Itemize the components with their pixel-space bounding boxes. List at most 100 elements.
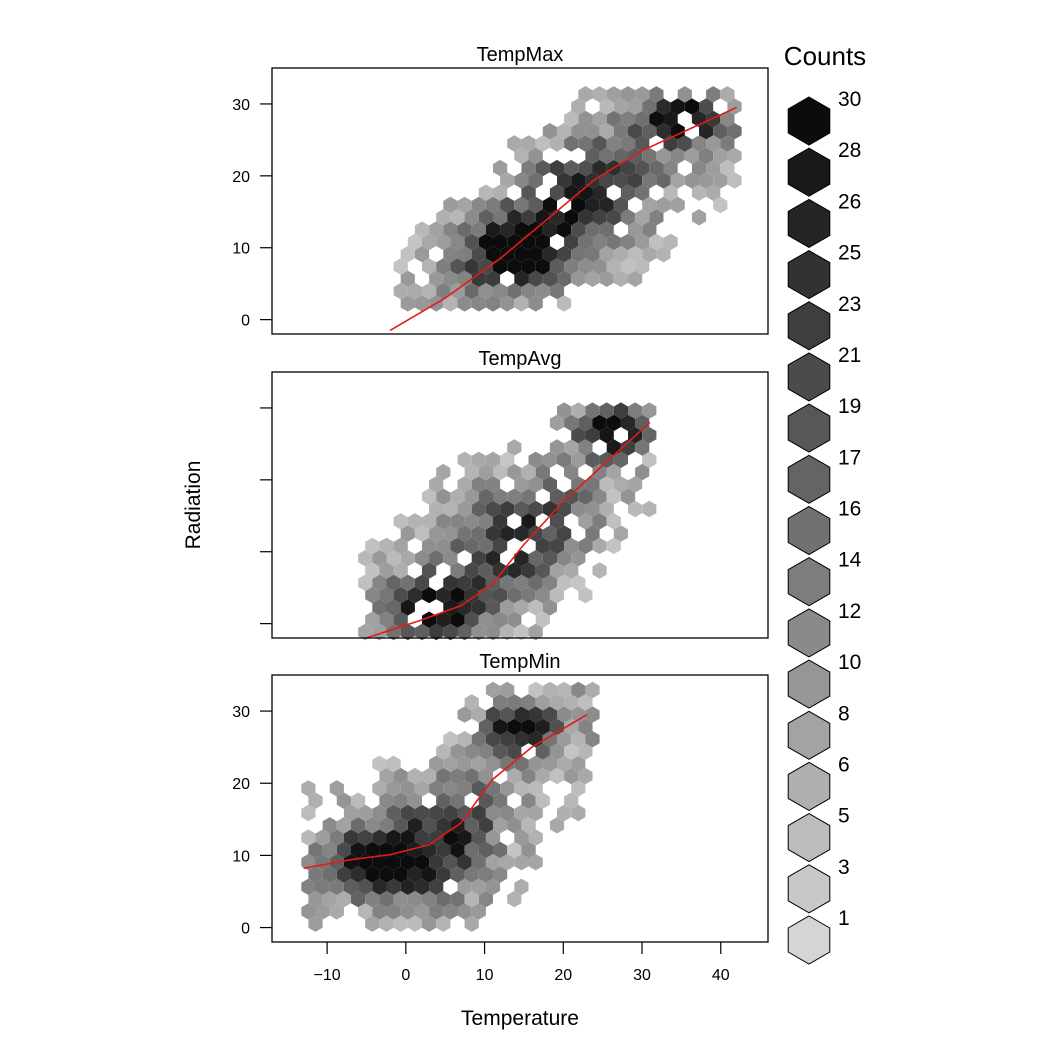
hexbin-cell	[450, 767, 465, 785]
hexbin-cell	[308, 866, 323, 883]
hexbin-cell	[585, 246, 600, 263]
hexbin-cell	[407, 792, 422, 809]
hexbin-cell	[471, 500, 486, 518]
hexbin-cell	[557, 172, 572, 189]
hexbin-cell	[322, 890, 337, 908]
hexbin-cell	[386, 599, 401, 616]
hexbin-cell	[599, 98, 614, 115]
hexbin-cell	[528, 295, 543, 312]
hexbin-cell	[372, 780, 387, 797]
legend-key-hex	[787, 608, 831, 658]
hexbin-cell	[343, 878, 359, 895]
hexbin-cell	[436, 611, 451, 628]
hexbin-cell	[507, 209, 522, 226]
hexbin-cell	[642, 98, 657, 115]
y-tick-label: 0	[241, 921, 250, 938]
hexbin-cell	[450, 537, 465, 555]
hexbin-cell	[436, 841, 451, 859]
hexbin-cell	[478, 817, 493, 834]
hexbin-cell	[514, 599, 529, 616]
hexbin-cell	[400, 525, 415, 542]
hexbin-cell	[478, 537, 493, 555]
hexbin-cell	[642, 500, 657, 518]
hexbin-cell	[514, 804, 529, 822]
legend-key-hex	[787, 454, 831, 504]
hexbin-cell	[578, 513, 593, 530]
hexbin-cell	[372, 829, 387, 846]
hexbin-cell	[379, 890, 394, 908]
legend-key-label: 21	[838, 344, 861, 367]
hexbin-cell	[485, 829, 501, 846]
hexbin-cell	[485, 550, 501, 567]
hexbin-cell	[471, 599, 486, 616]
hexbin-cell	[436, 537, 451, 555]
hexbin-cell	[400, 804, 415, 822]
hexbin-cell	[699, 147, 714, 164]
hexbin-cell	[564, 767, 579, 785]
hexbin-cell	[628, 123, 643, 140]
hexbin-cell	[500, 755, 515, 772]
hexbin-cell	[571, 476, 586, 493]
panel-title: TempMin	[479, 651, 560, 673]
hexbin-cell	[542, 123, 557, 140]
hexbin-cells	[301, 681, 600, 932]
hexbin-cell	[485, 196, 501, 214]
hexbin-cell	[656, 172, 671, 189]
hexbin-cell	[564, 258, 579, 275]
hexbin-cell	[514, 780, 529, 797]
hexbin-cell	[436, 233, 451, 251]
hexbin-cell	[450, 890, 465, 908]
hexbin-cell	[528, 681, 543, 699]
hexbin-cell	[557, 550, 572, 567]
hexbin-cell	[528, 196, 543, 214]
hexbin-cell	[414, 221, 430, 238]
hexbin-cell	[436, 890, 451, 908]
hexbin-cell	[706, 159, 721, 177]
hexbin-cell	[393, 817, 408, 834]
hexbin-cell	[358, 903, 373, 920]
hexbin-cell	[635, 439, 650, 456]
hexbin-cell	[535, 718, 550, 736]
legend-key-hex	[787, 505, 831, 556]
hexbin-cell	[507, 586, 522, 604]
hexbin-cell	[429, 525, 444, 542]
hexbin-cell	[557, 755, 572, 772]
hexbin-cell	[436, 866, 451, 883]
hexbin-cell	[443, 525, 458, 542]
hexbin-cell	[535, 463, 550, 481]
hexbin-cell	[628, 402, 643, 419]
hexbin-cell	[585, 427, 600, 444]
hexbin-cell	[535, 159, 550, 177]
hexbin-cell	[613, 123, 628, 140]
hexbin-cell	[592, 414, 607, 432]
hexbin-cell	[464, 743, 479, 760]
x-tick-label: −10	[314, 967, 341, 984]
x-tick-label: 30	[633, 967, 651, 984]
hexbin-cell	[457, 451, 472, 468]
hexbin-cell	[642, 196, 657, 214]
hexbin-cell	[365, 915, 380, 932]
hexbin-cell	[628, 172, 643, 189]
hexbin-cell	[301, 804, 316, 822]
hexbin-cell	[549, 258, 565, 275]
hexbin-cell	[592, 135, 607, 152]
hexbin-cell	[457, 246, 472, 263]
legend-key-label: 14	[838, 549, 862, 572]
hexbin-cell	[393, 611, 408, 628]
hexbin-cell	[542, 476, 557, 493]
hexbin-cell	[485, 755, 501, 772]
hexbin-cell	[535, 743, 550, 760]
hexbin-cell	[422, 488, 437, 505]
hexbin-cell	[514, 706, 529, 723]
hexbin-cell	[720, 135, 735, 152]
hexbin-cell	[585, 123, 600, 140]
hexbin-cell	[557, 681, 572, 699]
hexbin-cell	[514, 476, 529, 493]
hexbin-cell	[393, 890, 408, 908]
hexbin-cell	[400, 854, 415, 871]
hexbin-cell	[386, 780, 401, 797]
hexbin-cell	[308, 841, 323, 859]
hexbin-cell	[429, 221, 444, 238]
hexbin-cell	[571, 780, 586, 797]
